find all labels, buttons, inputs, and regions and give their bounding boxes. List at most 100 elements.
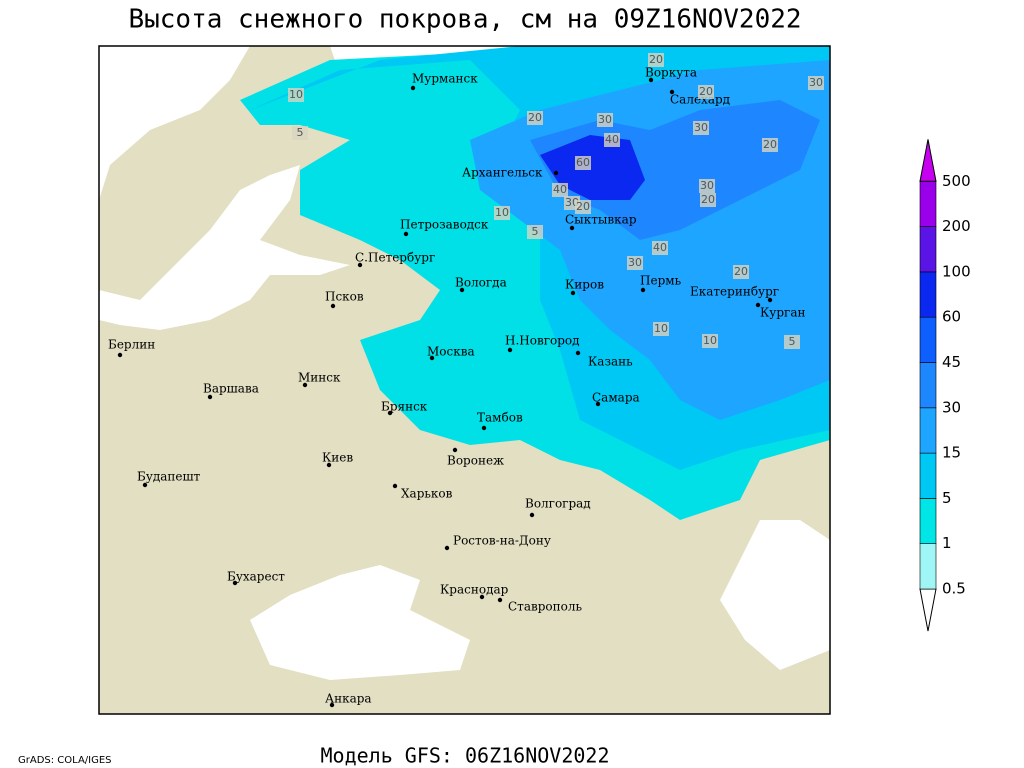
colorbar-label: 500 [942,172,971,190]
colorbar-label: 5 [942,489,952,507]
colorbar-segment [919,498,937,544]
colorbar-label: 60 [942,308,961,326]
contour-label: 10 [703,334,717,347]
contour-label: 5 [532,225,539,238]
baltic-sea [99,165,350,330]
colorbar-segment [919,316,937,363]
contour-label: 10 [495,206,509,219]
city-dot [669,89,675,95]
arctic-sea [99,46,250,200]
city-label: Воронеж [447,454,504,468]
city-dot [575,350,581,356]
contour-label: 40 [605,133,619,146]
contour-label-box [292,126,308,140]
city-label: Архангельск [462,166,543,180]
contour-label-box [762,138,778,152]
map [98,45,831,715]
city-label: Н.Новгород [505,334,580,348]
contour-label: 10 [289,88,303,101]
city-dot [117,352,123,358]
city-label: Киев [322,451,353,465]
colorbar-segment [919,226,937,273]
contour-label: 60 [576,156,590,169]
contour-label-box [652,241,668,255]
contour-label-box [597,113,613,127]
contour-label-box [527,111,543,125]
city-label: Салехард [670,93,730,107]
city-dot [329,702,335,708]
contour-label-box [552,183,568,197]
contour-label-box [653,322,669,336]
contour-label: 30 [809,76,823,89]
colorbar-label: 1 [942,534,952,552]
city-label: Пермь [640,274,682,288]
city-dot [640,287,646,293]
contour-label: 10 [654,322,668,335]
city-dot [392,483,398,489]
city-dot [481,425,487,431]
labels: Мурманск Воркута Салехард Архангельск Сыктыв… [108,53,824,708]
contour-label: 30 [694,121,708,134]
title: Высота снежного покрова, см на 09Z16NOV2… [128,5,801,35]
city-label: Екатеринбург [690,285,779,299]
city-label: Самара [592,391,640,405]
city-label: Брянск [381,400,428,414]
city-dot [569,225,575,231]
colorbar-segment [919,543,937,590]
contour-label-box [693,121,709,135]
city-dot [207,394,213,400]
city-label: Киров [565,278,604,292]
city-label: Краснодар [440,583,509,597]
colorbar-label: 15 [942,444,961,462]
city-dot [410,85,416,91]
contour-label: 30 [628,256,642,269]
city-dot [529,512,535,518]
contour-label: 20 [701,193,715,206]
colorbar-segment [919,271,937,318]
city-dot [479,594,485,600]
contour-label: 20 [699,85,713,98]
city-dot [444,545,450,551]
contour-label-box [527,225,543,239]
contour-label: 5 [789,335,796,348]
city-label: С.Петербург [355,251,435,265]
city-dot [553,170,559,176]
city-dot [357,262,363,268]
city-label: Вологда [455,276,507,290]
contour-label-box [808,76,824,90]
colorbar-label: 100 [942,262,971,280]
city-dot [330,303,336,309]
contour-label: 20 [763,138,777,151]
contour-label: 5 [297,126,304,139]
contour-label-box [604,133,620,147]
city-label: Казань [588,355,633,369]
city-label: Варшава [203,382,259,396]
contour-label: 40 [553,183,567,196]
city-label: Курган [760,306,805,320]
contour-label: 30 [700,179,714,192]
contour-label-box [575,156,591,170]
city-label: Псков [325,290,364,304]
city-dot [452,447,458,453]
city-dot [302,382,308,388]
city-label: Ростов-на-Дону [453,534,551,548]
city-label: Москва [427,345,475,359]
black-sea [250,565,470,680]
city-dot [767,297,773,303]
contour-label: 20 [528,111,542,124]
colorbar-low [919,588,937,632]
city-label: Мурманск [412,72,478,86]
contour-label-box [784,335,800,349]
city-dot [755,302,761,308]
contour-label-box [288,88,304,102]
city-label: Волгоград [525,497,591,511]
contour-label-box [575,200,591,214]
city-dot [595,401,601,407]
contour-label: 20 [576,200,590,213]
city-dot [326,462,332,468]
contour-label-box [699,179,715,193]
city-dot [507,347,513,353]
city-label: Будапешт [137,470,201,484]
city-dot [429,355,435,361]
city-label: Ставрополь [508,600,582,614]
